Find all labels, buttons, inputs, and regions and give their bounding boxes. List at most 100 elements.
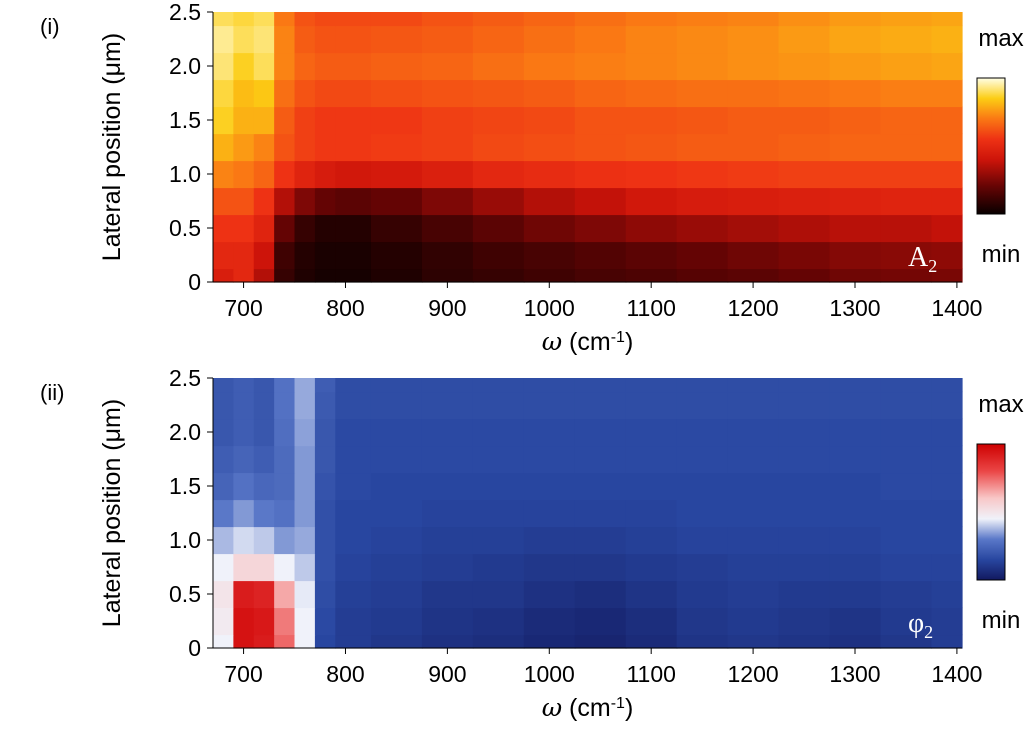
heatmap-cell xyxy=(213,187,234,216)
heatmap-cell xyxy=(676,12,729,27)
heatmap-cell xyxy=(294,553,316,582)
heatmap-cell xyxy=(233,241,255,270)
heatmap-cell xyxy=(233,133,255,162)
heatmap-cell xyxy=(294,241,316,270)
heatmap-cell xyxy=(233,472,255,501)
heatmap-cell xyxy=(574,472,627,501)
heatmap-cell xyxy=(931,12,963,27)
y-tick-label: 0.5 xyxy=(169,215,201,241)
panel-label: (i) xyxy=(40,14,60,39)
heatmap-cell xyxy=(314,499,336,528)
heatmap-cell xyxy=(314,268,336,283)
y-tick-label: 1.0 xyxy=(169,161,201,187)
heatmap-cell xyxy=(574,25,627,54)
heatmap-cell xyxy=(931,133,963,162)
heatmap-cell xyxy=(625,499,678,528)
heatmap-cell xyxy=(931,79,963,108)
heatmap-cell xyxy=(727,391,780,420)
heatmap-cell xyxy=(880,187,933,216)
heatmap-cell xyxy=(880,472,933,501)
heatmap-cell xyxy=(421,268,474,283)
heatmap-cell xyxy=(213,268,234,283)
heatmap-cell xyxy=(233,79,255,108)
heatmap-cell xyxy=(294,133,316,162)
heatmap-cell xyxy=(931,607,963,636)
axes: 700 800 900 1000 1100 1200 1300 1400 0 0.5 1.0 1.5 2… xyxy=(169,0,982,321)
heatmap-cell xyxy=(931,472,963,501)
heatmap-cell xyxy=(727,607,780,636)
heatmap-cell xyxy=(880,52,933,81)
heatmap-cell xyxy=(778,526,831,555)
heatmap-cell xyxy=(778,418,831,447)
heatmap-cell xyxy=(778,607,831,636)
heatmap-cell xyxy=(213,160,234,189)
heatmap-cell xyxy=(829,607,882,636)
heatmap-cell xyxy=(253,106,275,135)
heatmap-cell xyxy=(625,472,678,501)
heatmap-cell xyxy=(233,378,255,393)
heatmap-cell xyxy=(931,580,963,609)
heatmap-cell xyxy=(294,106,316,135)
heatmap-cell xyxy=(523,187,576,216)
x-tick-label: 1200 xyxy=(728,661,779,687)
heatmap-cell xyxy=(625,553,678,582)
panel-label: (ii) xyxy=(40,380,64,405)
x-tick-label: 1300 xyxy=(829,295,880,321)
heatmap-cell xyxy=(370,214,423,243)
heatmap-cell xyxy=(335,553,372,582)
heatmap-cell xyxy=(233,106,255,135)
heatmap-cell xyxy=(880,499,933,528)
heatmap-svg: 700 800 900 1000 1100 1200 1300 1400 0 0.5 1.0 1.5 2… xyxy=(40,0,1024,356)
heatmap-cell xyxy=(931,52,963,81)
heatmap-cell xyxy=(314,133,336,162)
heatmap-cell xyxy=(676,25,729,54)
heatmap-cell xyxy=(370,133,423,162)
heatmap-cell xyxy=(574,634,627,649)
heatmap-cell xyxy=(778,52,831,81)
heatmap-cell xyxy=(253,445,275,474)
heatmap-cell xyxy=(829,580,882,609)
heatmap-cell xyxy=(829,418,882,447)
heatmap-cell xyxy=(778,268,831,283)
heatmap-cell xyxy=(625,445,678,474)
heatmap-cell xyxy=(233,634,255,649)
heatmap-cell xyxy=(931,391,963,420)
heatmap-cell xyxy=(676,268,729,283)
heatmap-cell xyxy=(472,12,525,27)
heatmap-cell xyxy=(253,607,275,636)
heatmap-cell xyxy=(523,52,576,81)
heatmap-cell xyxy=(778,214,831,243)
heatmap-cell xyxy=(370,499,423,528)
heatmap-cell xyxy=(274,378,296,393)
x-tick-label: 900 xyxy=(428,295,466,321)
heatmap-cell xyxy=(676,241,729,270)
heatmap-cell xyxy=(472,214,525,243)
heatmap-cell xyxy=(294,580,316,609)
heatmap-cell xyxy=(421,580,474,609)
heatmap-cell xyxy=(294,160,316,189)
heatmap-cell xyxy=(727,106,780,135)
heatmap-cell xyxy=(421,133,474,162)
heatmap-cell xyxy=(625,52,678,81)
heatmap-cell xyxy=(880,214,933,243)
heatmap-cell xyxy=(880,25,933,54)
heatmap-cell xyxy=(523,391,576,420)
heatmap-cell xyxy=(676,472,729,501)
heatmap-cell xyxy=(727,133,780,162)
heatmap-cell xyxy=(294,214,316,243)
heatmap-cell xyxy=(233,607,255,636)
heatmap-cell xyxy=(421,634,474,649)
heatmap-cell xyxy=(829,391,882,420)
heatmap-cell xyxy=(314,445,336,474)
heatmap-cell xyxy=(370,52,423,81)
heatmap-cell xyxy=(829,634,882,649)
heatmap-cell xyxy=(574,445,627,474)
heatmap-cell xyxy=(213,499,234,528)
heatmap-cell xyxy=(274,241,296,270)
heatmap-cell xyxy=(421,472,474,501)
heatmap-cell xyxy=(778,499,831,528)
heatmap-cell xyxy=(213,25,234,54)
heatmap-cell xyxy=(778,79,831,108)
heatmap-cell xyxy=(370,580,423,609)
x-tick-label: 1400 xyxy=(931,295,982,321)
